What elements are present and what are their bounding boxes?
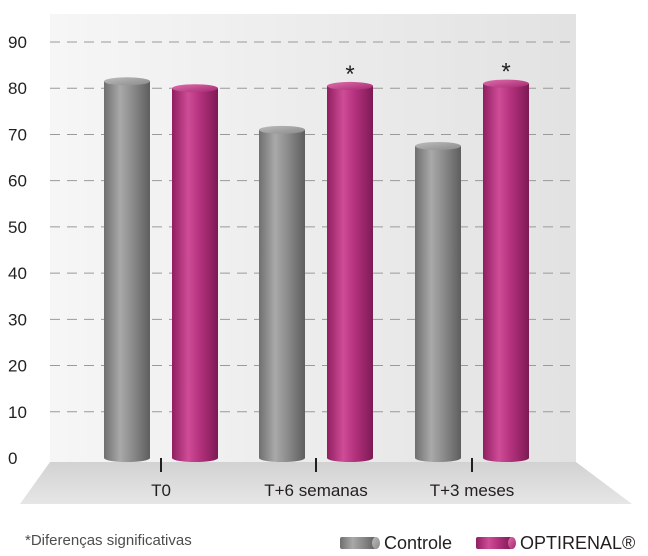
bar-cap <box>259 125 305 134</box>
bar-optirenal-1 <box>172 84 218 462</box>
bar-body <box>327 85 373 463</box>
bar-optirenal-3 <box>483 79 529 462</box>
legend-swatch-controle <box>340 537 380 549</box>
legend: Controle OPTIRENAL® <box>340 533 635 553</box>
y-tick-label: 10 <box>8 403 27 422</box>
significance-star: * <box>345 61 354 88</box>
bar-cap <box>104 77 150 86</box>
significance-markers: * * <box>345 59 510 88</box>
y-tick-label: 80 <box>8 79 27 98</box>
y-tick-label: 70 <box>8 125 27 144</box>
y-axis-ticks: 0 10 20 30 40 50 60 70 80 90 <box>8 33 27 468</box>
bar-cap <box>415 142 461 150</box>
significance-star: * <box>501 59 510 86</box>
x-tick-label: T+3 meses <box>430 481 515 500</box>
bar-optirenal-2 <box>327 81 373 463</box>
legend-label-controle: Controle <box>384 533 452 553</box>
bar-controle-2 <box>259 125 305 463</box>
y-tick-label: 0 <box>8 449 17 468</box>
y-tick-label: 40 <box>8 264 27 283</box>
bar-body <box>172 88 218 462</box>
y-tick-label: 50 <box>8 218 27 237</box>
bar-body <box>104 81 150 463</box>
bar-controle-3 <box>415 142 461 462</box>
bar-cap <box>327 81 373 90</box>
y-tick-label: 90 <box>8 33 27 52</box>
bar-body <box>483 83 529 462</box>
x-axis-ticks: T0 T+6 semanas T+3 meses <box>151 458 514 500</box>
y-tick-label: 60 <box>8 172 27 191</box>
bar-cap <box>172 84 218 93</box>
bar-cap <box>483 79 529 88</box>
bar-controle-1 <box>104 77 150 463</box>
legend-swatch-optirenal <box>476 537 516 549</box>
bars <box>104 77 529 463</box>
y-tick-label: 30 <box>8 310 27 329</box>
bar-body <box>259 129 305 463</box>
bar-body <box>415 146 461 462</box>
chart-floor <box>20 462 632 504</box>
x-tick-label: T0 <box>151 481 171 500</box>
footnote: *Diferenças significativas <box>25 532 192 549</box>
legend-label-optirenal: OPTIRENAL® <box>520 533 635 553</box>
y-tick-label: 20 <box>8 357 27 376</box>
x-tick-label: T+6 semanas <box>264 481 367 500</box>
